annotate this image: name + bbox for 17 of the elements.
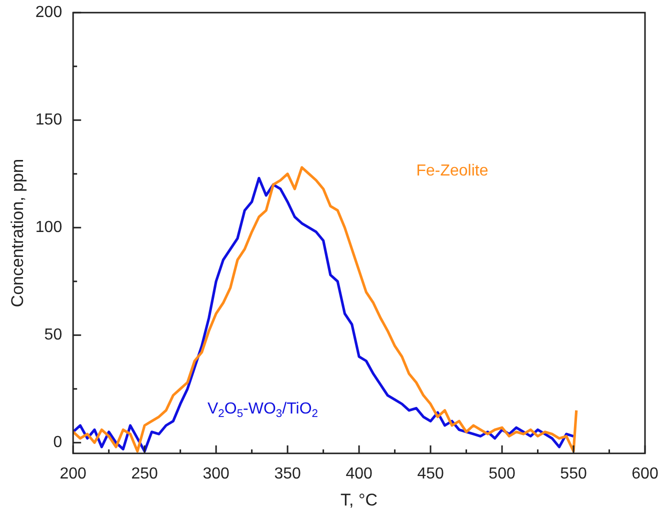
x-tick-label: 200: [60, 465, 87, 482]
y-tick-label: 0: [53, 434, 62, 452]
x-tick-label: 300: [202, 465, 230, 482]
x-tick-label: 400: [346, 465, 372, 482]
x-tick-label: 250: [131, 465, 158, 482]
text: Fe-Zeolite: [416, 162, 488, 180]
x-tick-label: 500: [488, 465, 516, 482]
y-tick-label: 50: [44, 326, 62, 344]
x-tick-label: 350: [274, 465, 302, 482]
y-tick-label: 200: [35, 4, 62, 22]
y-axis-title: Concentration, ppm: [8, 158, 27, 308]
x-tick-label: 600: [632, 465, 658, 482]
x-tick-label: 550: [560, 465, 587, 482]
y-tick-label: 100: [35, 219, 62, 236]
y-tick-label: 150: [35, 112, 62, 129]
x-tick-label: 450: [417, 465, 444, 482]
x-axis-title: T, °C: [340, 490, 378, 510]
